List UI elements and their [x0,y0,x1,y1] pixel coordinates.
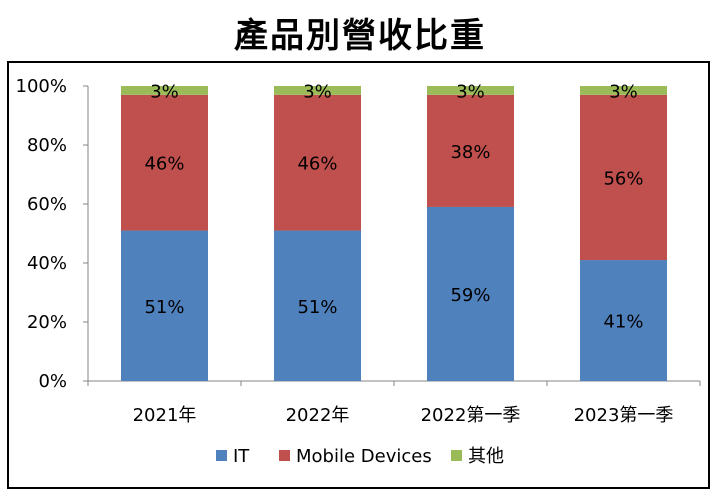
data-label: 51% [144,297,184,318]
y-tick-label: 60% [27,194,67,215]
bar-segment [274,94,361,231]
x-category-label: 2022年 [286,405,350,426]
chart-title: 產品別營收比重 [234,16,486,56]
y-tick-label: 100% [16,76,67,97]
bar-segment [274,86,361,95]
bar-segment [427,94,514,207]
bar-segment [580,260,667,381]
bar-segment [274,230,361,381]
legend-label: IT [233,446,250,467]
x-category-label: 2021年 [133,405,197,426]
data-label: 3% [609,81,638,102]
x-category-label: 2022第一季 [421,405,521,426]
legend-label: Mobile Devices [296,446,432,467]
data-label: 38% [450,142,490,163]
y-tick-label: 20% [27,312,67,333]
data-label: 41% [603,312,643,333]
bar-segment [427,86,514,95]
y-tick-label: 40% [27,253,67,274]
data-label: 46% [297,154,337,175]
bar-segment [121,230,208,381]
legend-swatch [216,450,227,461]
bar-segment [580,94,667,261]
bar-segment [427,206,514,381]
bar-segment [121,94,208,231]
y-tick-label: 0% [38,371,67,392]
data-label: 3% [303,81,332,102]
bar-segment [121,86,208,95]
legend-swatch [279,450,290,461]
data-label: 3% [456,81,485,102]
legend-swatch [451,450,462,461]
data-label: 51% [297,297,337,318]
y-tick-label: 80% [27,135,67,156]
data-label: 59% [450,285,490,306]
bar-segment [580,86,667,95]
data-label: 46% [144,154,184,175]
x-category-label: 2023第一季 [574,405,674,426]
legend-label: 其他 [468,446,504,467]
data-label: 3% [150,81,179,102]
chart-frame [7,61,710,489]
data-label: 56% [603,168,643,189]
